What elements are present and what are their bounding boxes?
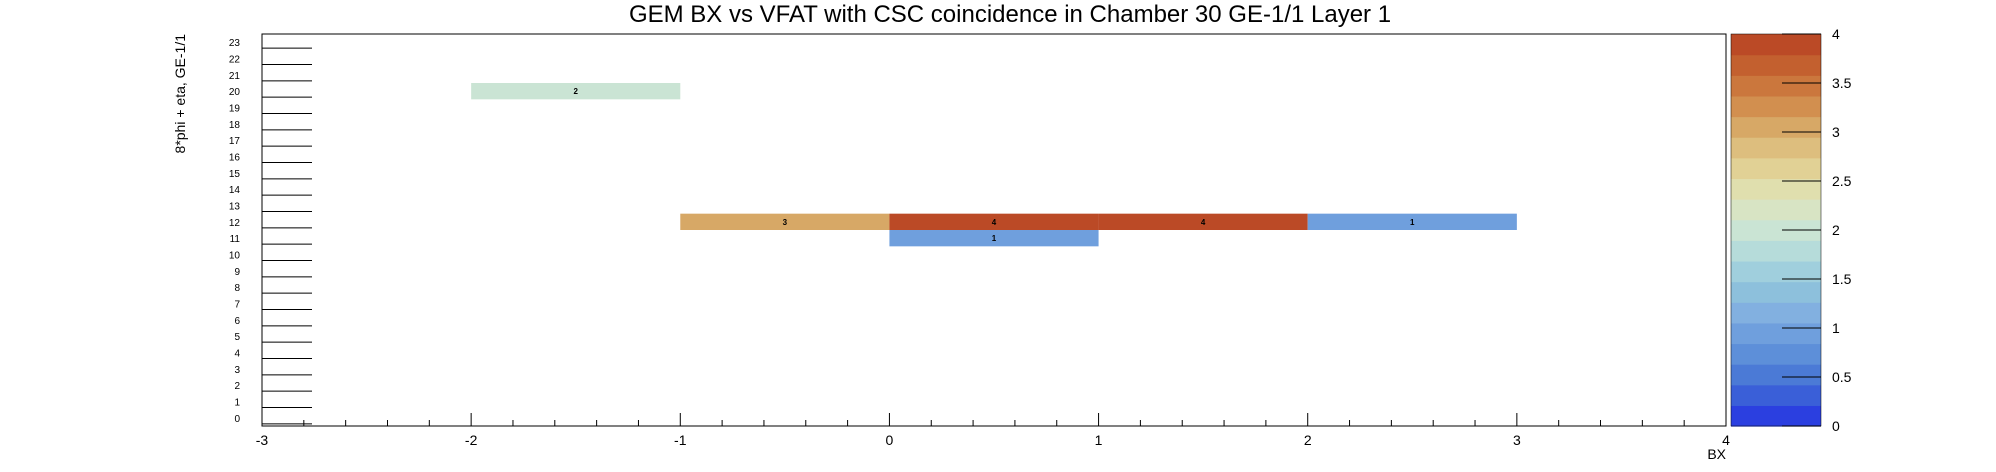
palette-swatch <box>1731 302 1821 324</box>
y-tick-label: 8 <box>234 283 240 294</box>
y-tick-label: 14 <box>229 185 241 196</box>
x-tick-label: 1 <box>1095 432 1103 448</box>
y-axis-label: 8*phi + eta, GE-1/1 <box>172 34 188 154</box>
palette-tick-label: 2 <box>1832 222 1840 238</box>
y-tick-label: 13 <box>229 202 241 213</box>
heatmap-cell <box>471 83 681 100</box>
cell-value-label: 1 <box>1410 218 1415 227</box>
y-tick-label: 4 <box>234 349 240 360</box>
palette-swatch <box>1731 54 1821 76</box>
y-tick-label: 16 <box>229 153 241 164</box>
y-tick-label: 20 <box>229 87 241 98</box>
y-tick-label: 5 <box>234 332 240 343</box>
palette-tick-label: 3.5 <box>1832 75 1852 91</box>
chart-title: GEM BX vs VFAT with CSC coincidence in C… <box>629 1 1391 28</box>
heatmap-cell <box>889 230 1099 247</box>
x-tick-label: 2 <box>1304 432 1312 448</box>
cell-value-label: 2 <box>573 87 578 96</box>
palette-swatch <box>1731 137 1821 159</box>
palette-swatch <box>1731 384 1821 406</box>
y-tick-label: 10 <box>229 251 241 262</box>
x-axis-label: BX <box>1707 446 1726 462</box>
palette-swatch <box>1731 322 1821 345</box>
y-tick-label: 11 <box>230 234 241 245</box>
heatmap-cell <box>680 213 890 230</box>
palette-swatch <box>1731 116 1821 138</box>
y-tick-label: 0 <box>234 414 240 425</box>
y-tick-label: 19 <box>229 104 241 115</box>
palette-swatch <box>1731 405 1821 427</box>
y-tick-label: 7 <box>234 300 240 311</box>
y-tick-label: 17 <box>229 136 241 147</box>
cell-value-label: 1 <box>992 234 997 243</box>
palette-swatch <box>1731 157 1821 180</box>
x-tick-label: -1 <box>674 432 687 448</box>
palette-swatch <box>1731 240 1821 262</box>
y-tick-label: 6 <box>234 316 240 327</box>
palette-tick-label: 1.5 <box>1832 271 1852 287</box>
heatmap-cell <box>889 213 1099 230</box>
y-tick-label: 2 <box>234 381 240 392</box>
plot-area: 23 4 4 110123456789101112131415161718192021… <box>229 33 1730 448</box>
palette-tick-label: 4 <box>1832 26 1840 42</box>
y-tick-label: 1 <box>234 398 240 409</box>
cell-value-label: 3 <box>783 218 788 227</box>
heatmap-cell <box>1098 213 1308 230</box>
y-tick-label: 23 <box>229 38 241 49</box>
palette-swatch <box>1731 95 1821 118</box>
plot-frame <box>261 33 1727 427</box>
heatmap-cell <box>1307 213 1517 230</box>
y-tick-label: 21 <box>229 71 241 82</box>
palette-tick-label: 0 <box>1832 418 1840 434</box>
palette-swatch <box>1731 281 1821 303</box>
y-tick-label: 3 <box>234 365 240 376</box>
palette-swatch <box>1731 34 1821 56</box>
y-tick-label: 15 <box>229 169 241 180</box>
palette-tick-label: 0.5 <box>1832 369 1852 385</box>
palette-swatch <box>1731 199 1821 221</box>
cell-value-label: 4 <box>1201 218 1206 227</box>
palette-swatch <box>1731 364 1821 386</box>
palette-tick-label: 3 <box>1832 124 1840 140</box>
palette-swatch <box>1731 75 1821 97</box>
x-tick-label: 3 <box>1513 432 1521 448</box>
x-tick-label: 0 <box>886 432 894 448</box>
y-tick-label: 9 <box>234 267 240 278</box>
palette-swatch <box>1731 219 1821 241</box>
palette-tick-label: 1 <box>1832 320 1840 336</box>
y-tick-label: 22 <box>229 55 241 66</box>
palette-tick-label: 2.5 <box>1832 173 1852 189</box>
color-palette: 0 0.5 1 1.5 2 2.5 3 3.5 4 <box>1730 26 1852 434</box>
x-tick-label: -3 <box>256 432 269 448</box>
y-tick-label: 12 <box>229 218 241 229</box>
palette-swatch <box>1731 260 1821 283</box>
cell-value-label: 4 <box>992 218 997 227</box>
palette-swatch <box>1731 178 1821 200</box>
y-tick-label: 18 <box>229 120 241 131</box>
x-tick-label: 4 <box>1722 432 1730 448</box>
x-tick-label: -2 <box>465 432 478 448</box>
palette-swatch <box>1731 343 1821 365</box>
